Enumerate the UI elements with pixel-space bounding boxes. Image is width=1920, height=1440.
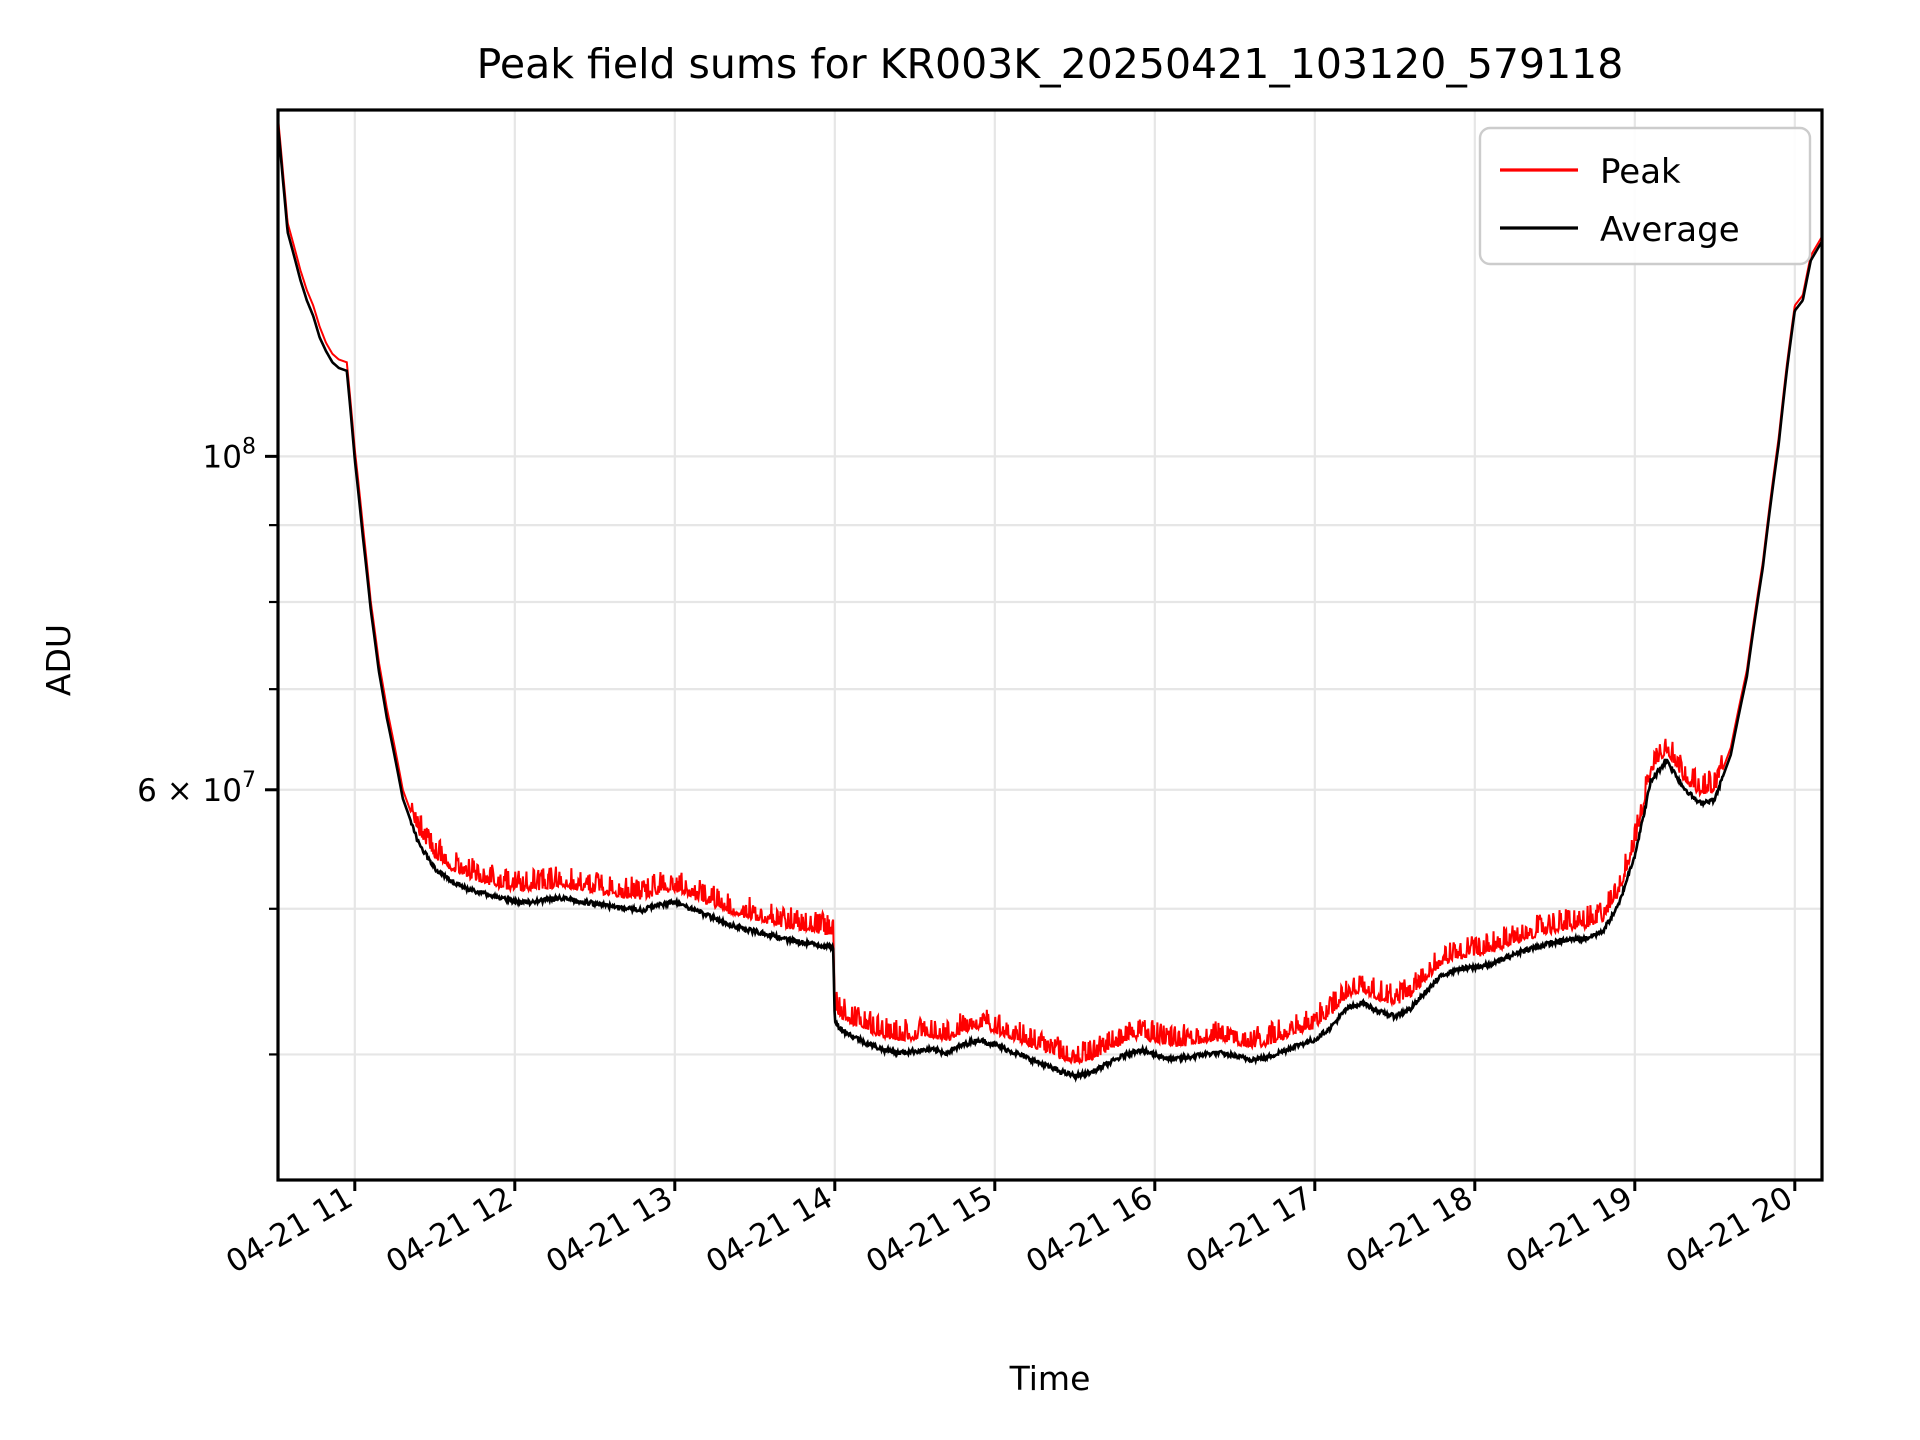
- y-tick-label: 6 × 107: [137, 768, 256, 809]
- series-line-peak: [278, 117, 1822, 1066]
- plot-frame: [276, 108, 1824, 1182]
- plot-series-layer: [278, 117, 1822, 1083]
- y-axis-tick-labels: 108 6 × 107: [137, 434, 256, 808]
- chart-title: Peak field sums for KR003K_20250421_1031…: [477, 40, 1624, 88]
- legend-label-average: Average: [1600, 210, 1740, 250]
- x-axis-label: Time: [1009, 1359, 1091, 1398]
- series-line-average: [278, 125, 1822, 1083]
- legend-label-peak: Peak: [1600, 152, 1681, 192]
- y-tick-label: 108: [203, 434, 256, 475]
- grid-lines: [278, 110, 1822, 1180]
- y-axis-label: ADU: [39, 624, 78, 696]
- chart-legend[interactable]: Peak Average: [1478, 126, 1812, 266]
- legend-background: [1478, 126, 1812, 266]
